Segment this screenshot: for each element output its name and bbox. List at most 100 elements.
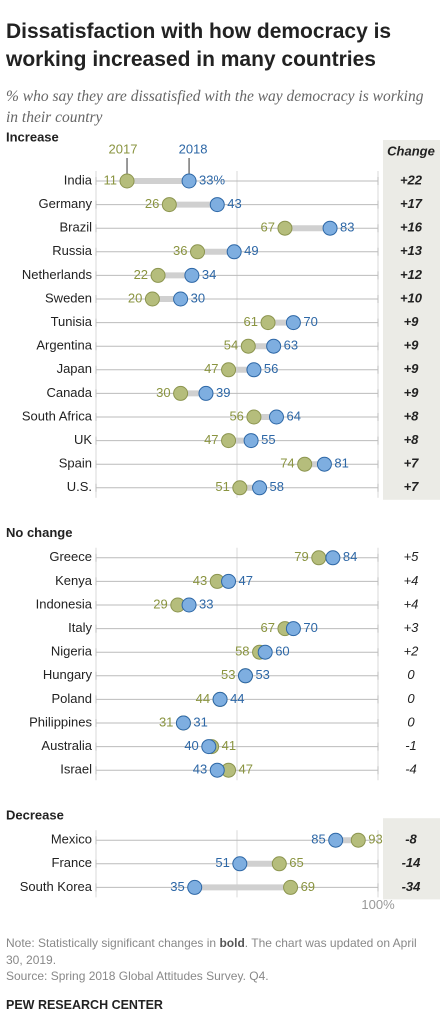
category-label: Netherlands	[22, 267, 93, 282]
change-label: -14	[402, 855, 422, 870]
dot-2018	[285, 621, 301, 637]
dot-2018	[266, 338, 282, 354]
value-label: 44	[196, 691, 210, 706]
legend-label: 2018	[179, 141, 208, 156]
chart: Increase Change 2017 2018 India 11 33% +22 Germa…	[6, 129, 440, 912]
dot-2018	[209, 197, 225, 213]
dot-2018	[328, 832, 344, 848]
change-label: +17	[400, 196, 423, 211]
change-label: +4	[404, 596, 419, 611]
value-label: 63	[284, 338, 298, 353]
category-label: Spain	[59, 456, 92, 471]
category-label: India	[64, 172, 93, 187]
value-label: 84	[343, 549, 357, 564]
category-label: Sweden	[45, 290, 92, 305]
chart-subtitle: % who say they are dissatisfied with the…	[6, 88, 424, 126]
value-label: 43	[193, 573, 207, 588]
category-label: Greece	[49, 549, 92, 564]
value-label: 41	[222, 738, 236, 753]
value-label: 31	[159, 714, 173, 729]
category-label: Hungary	[43, 667, 93, 682]
category-label: Poland	[52, 691, 92, 706]
credit: PEW RESEARCH CENTER	[6, 998, 163, 1012]
value-label: 81	[334, 456, 348, 471]
change-label: +22	[400, 172, 423, 187]
category-label: U.S.	[67, 479, 92, 494]
value-label: 69	[301, 879, 315, 894]
value-label: 56	[264, 361, 278, 376]
value-label: 61	[244, 314, 258, 329]
change-label: +5	[404, 549, 420, 564]
value-label: 85	[311, 832, 325, 847]
value-label: 54	[224, 338, 238, 353]
value-label: 79	[294, 549, 308, 564]
value-label: 55	[261, 432, 275, 447]
change-label: 0	[407, 714, 415, 729]
change-label: +13	[400, 243, 423, 258]
dot-2017	[221, 362, 237, 378]
change-label: -1	[405, 738, 417, 753]
value-label: 30	[191, 290, 205, 305]
value-label: 43	[227, 196, 241, 211]
value-label: 30	[156, 385, 170, 400]
category-label: Israel	[60, 762, 92, 777]
dot-2018	[201, 739, 217, 755]
dot-2018	[212, 691, 228, 707]
dot-2017	[161, 197, 177, 213]
category-label: Brazil	[59, 220, 92, 235]
category-label: South Korea	[20, 879, 93, 894]
category-label: Australia	[41, 738, 92, 753]
category-label: Argentina	[36, 338, 92, 353]
dot-2017	[297, 456, 313, 472]
change-label: +8	[404, 432, 420, 447]
dot-2018	[221, 573, 237, 589]
value-label: 65	[289, 855, 303, 870]
category-label: Kenya	[55, 573, 93, 588]
dot-2018	[173, 291, 189, 307]
dot-2017	[150, 267, 166, 283]
value-label: 60	[275, 644, 289, 659]
group-heading: No change	[6, 525, 72, 540]
dot-2018	[285, 315, 301, 331]
change-label: +8	[404, 408, 420, 423]
dot-2018	[316, 456, 332, 472]
category-label: Philippines	[29, 714, 92, 729]
dot-2017	[190, 244, 206, 260]
change-label: +10	[400, 290, 423, 305]
dot-2018	[257, 644, 273, 660]
category-label: Nigeria	[51, 644, 93, 659]
dot-2018	[237, 668, 253, 684]
value-label: 93	[368, 832, 382, 847]
value-label: 74	[280, 456, 294, 471]
value-label: 53	[255, 667, 269, 682]
source: Source: Spring 2018 Global Attitudes Sur…	[6, 969, 269, 983]
dot-2017	[283, 879, 299, 895]
dot-2017	[246, 409, 262, 425]
value-label: 47	[204, 361, 218, 376]
category-label: Germany	[39, 196, 93, 211]
value-label: 44	[230, 691, 244, 706]
value-label: 35	[170, 879, 184, 894]
category-label: UK	[74, 432, 92, 447]
value-label: 64	[286, 408, 300, 423]
note-text: Note: Statistically significant changes …	[6, 936, 220, 950]
dot-2018	[322, 220, 338, 236]
dot-2018	[252, 480, 268, 496]
value-label: 49	[244, 243, 258, 258]
change-label: -34	[402, 879, 422, 894]
category-label: France	[52, 855, 92, 870]
note: Note: Statistically significant changes …	[6, 935, 426, 969]
value-label: 53	[221, 667, 235, 682]
dot-2017	[271, 856, 287, 872]
value-label: 33%	[199, 172, 225, 187]
group-heading: Decrease	[6, 808, 64, 823]
dot-2018	[187, 879, 203, 895]
dot-2018	[268, 409, 284, 425]
value-label: 39	[216, 385, 230, 400]
dot-2018	[243, 433, 259, 449]
dot-2017	[240, 338, 256, 354]
dot-2018	[246, 362, 262, 378]
change-box	[383, 818, 440, 900]
dot-2018	[181, 173, 197, 189]
